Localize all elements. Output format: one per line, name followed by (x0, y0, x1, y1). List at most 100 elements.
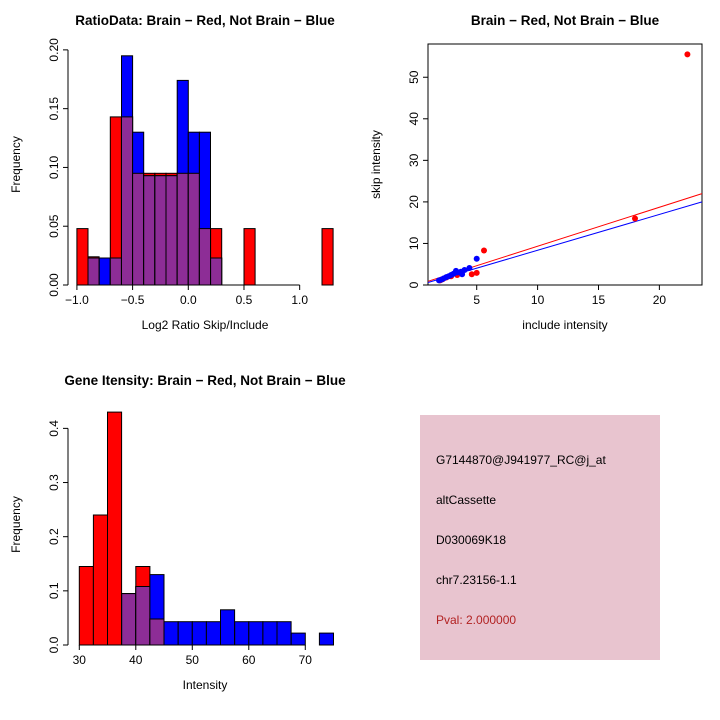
y-tick-label: 10 (407, 236, 421, 250)
y-tick-label: 0.3 (47, 474, 61, 491)
pval-text: Pval: 2.000000 (436, 613, 517, 627)
hist-bar-red (76, 228, 89, 286)
gene-info-box: G7144870@J941977_RC@j_at altCassette D03… (420, 415, 660, 660)
hist-bar-red (243, 228, 256, 286)
histogram-bars (78, 411, 334, 646)
hist-bar-overlap (176, 172, 189, 286)
hist-bar-overlap (135, 586, 151, 646)
gene-intensity-title: Gene Itensity: Brain − Red, Not Brain − … (64, 373, 346, 388)
hist-bar-overlap (109, 257, 122, 286)
location-text: chr7.23156-1.1 (436, 573, 517, 587)
scatter-point (453, 267, 459, 274)
hist-bar-overlap (165, 175, 178, 286)
hist-bar-blue (205, 621, 221, 646)
panel-ratio-histogram: RatioData: Brain − Red, Not Brain − Blue… (0, 0, 360, 360)
hist-bar-red (321, 228, 334, 286)
ratio-histogram-chart: −1.0 −0.5 0.0 0.5 1.0 0.00 0.05 0.10 0.15 0.20 Log… (9, 38, 334, 332)
x-tick-label: 0.0 (180, 293, 197, 307)
x-tick-label: 70 (299, 653, 313, 667)
hist-bar-blue (220, 609, 236, 646)
x-tick-label: 0.5 (236, 293, 253, 307)
scatter-point (436, 277, 442, 284)
hist-bar-blue (177, 621, 193, 646)
y-tick-label: 0.1 (47, 582, 61, 599)
scatter-point (473, 255, 480, 262)
y-tick-label: 0.0 (47, 636, 61, 653)
scatter-point (459, 271, 466, 278)
x-tick-label: 60 (242, 653, 256, 667)
panel-gene-intensity-histogram: Gene Itensity: Brain − Red, Not Brain − … (0, 360, 360, 720)
hist-bar-blue (191, 621, 207, 646)
x-axis-label: include intensity (522, 318, 607, 332)
hist-bar-blue (98, 257, 111, 286)
x-axis-label: Intensity (183, 678, 228, 692)
ratio-histogram-title: RatioData: Brain − Red, Not Brain − Blue (75, 13, 335, 28)
hist-bar-blue (234, 621, 250, 646)
scatter-point (684, 51, 691, 58)
panel-intensity-scatter: Brain − Red, Not Brain − Blue 5 10 15 20 0 10… (360, 0, 720, 360)
hist-bar-overlap (149, 618, 165, 646)
probe-id-text: G7144870@J941977_RC@j_at (436, 453, 606, 467)
y-tick-label: 50 (407, 70, 421, 84)
y-axis-label: Frequency (9, 496, 23, 553)
panel-gene-info: G7144870@J941977_RC@j_at altCassette D03… (360, 360, 720, 720)
x-tick-label: 40 (129, 653, 143, 667)
y-tick-label: 0.20 (47, 38, 61, 62)
hist-bar-overlap (121, 593, 137, 646)
plot-frame (427, 43, 703, 286)
y-tick-label: 0.00 (47, 273, 61, 297)
hist-bar-blue (290, 632, 306, 646)
y-tick-label: 20 (407, 195, 421, 209)
gene-intensity-chart: 30 40 50 60 70 0.0 0.1 0.2 0.3 0.4 Intensity Freque… (9, 411, 334, 692)
scatter-point (632, 215, 638, 222)
hist-bar-blue (318, 632, 334, 646)
hist-bar-overlap (154, 175, 167, 286)
x-tick-label: 30 (73, 653, 87, 667)
intensity-scatter-chart: 5 10 15 20 0 10 20 30 40 50 include intensity skip … (369, 43, 703, 332)
hist-bar-blue (276, 621, 292, 646)
x-tick-label: 5 (473, 293, 480, 307)
hist-bar-red (107, 411, 123, 646)
y-tick-label: 0 (407, 281, 421, 288)
x-tick-label: 10 (531, 293, 545, 307)
y-axis-label: Frequency (9, 136, 23, 193)
hist-bar-overlap (121, 116, 134, 286)
hist-bar-overlap (87, 257, 100, 286)
hist-bar-blue (248, 621, 264, 646)
x-tick-label: 20 (653, 293, 667, 307)
y-tick-label: 0.10 (47, 155, 61, 179)
y-tick-label: 0.4 (47, 420, 61, 437)
x-tick-label: −0.5 (121, 293, 145, 307)
y-tick-label: 0.2 (47, 528, 61, 545)
hist-bar-overlap (210, 257, 223, 286)
x-axis-label: Log2 Ratio Skip/Include (142, 318, 269, 332)
scatter-point (473, 269, 480, 276)
x-tick-label: 1.0 (291, 293, 308, 307)
y-axis-label: skip intensity (369, 130, 383, 199)
hist-bar-red (78, 566, 94, 646)
scatter-point (466, 265, 473, 271)
scatter-point (481, 247, 487, 254)
hist-bar-overlap (198, 228, 211, 286)
hist-bar-red (92, 514, 109, 646)
scatter-point (468, 271, 475, 278)
x-tick-label: −1.0 (65, 293, 89, 307)
event-type-text: altCassette (436, 493, 497, 507)
hist-bar-overlap (143, 175, 156, 286)
y-tick-label: 0.05 (47, 214, 61, 238)
y-tick-label: 30 (407, 153, 421, 167)
hist-bar-blue (163, 621, 179, 646)
fit-line (427, 193, 703, 282)
y-tick-label: 0.15 (47, 97, 61, 121)
x-tick-label: 50 (186, 653, 200, 667)
hist-bar-overlap (132, 172, 145, 286)
intensity-scatter-title: Brain − Red, Not Brain − Blue (470, 13, 660, 28)
x-tick-label: 15 (592, 293, 606, 307)
clone-id-text: D030069K18 (436, 533, 507, 547)
histogram-bars (76, 55, 334, 286)
hist-bar-overlap (187, 172, 200, 286)
fit-line (427, 201, 703, 283)
hist-bar-blue (262, 621, 278, 646)
y-tick-label: 40 (407, 112, 421, 126)
